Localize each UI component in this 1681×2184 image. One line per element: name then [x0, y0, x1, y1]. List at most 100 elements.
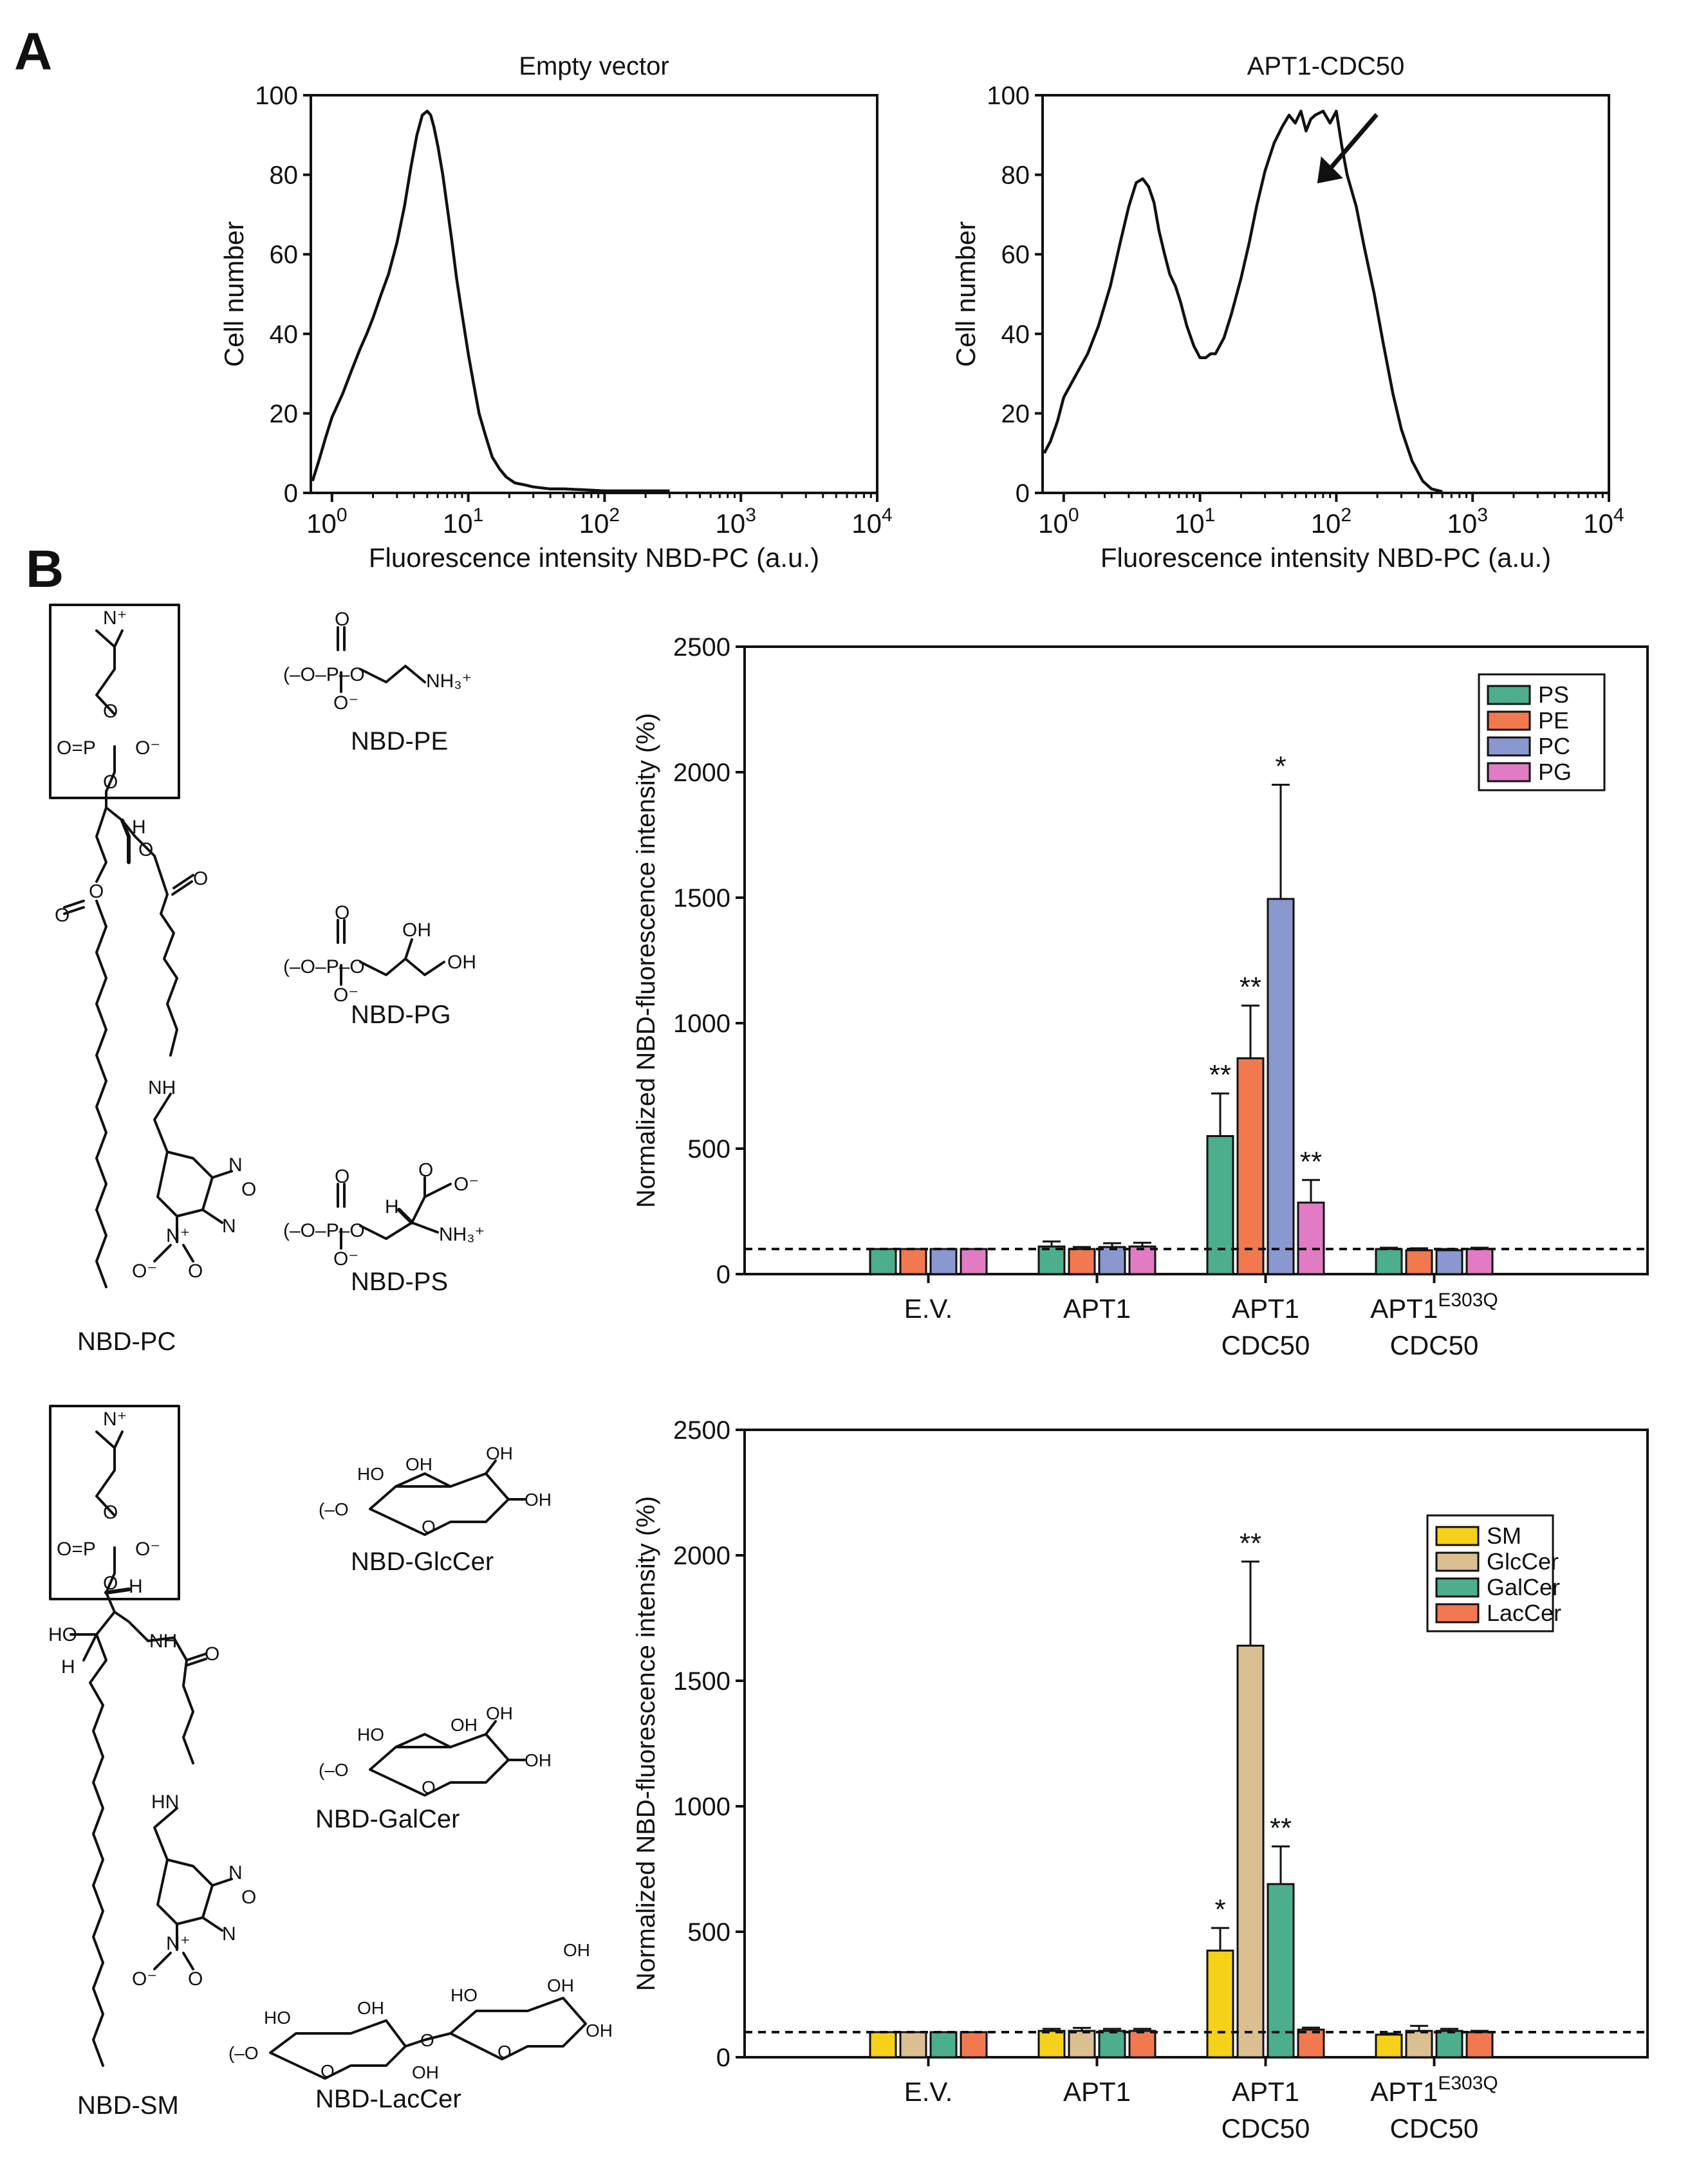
- ps-o-top: O: [335, 1166, 349, 1187]
- annotation-arrow-shaft: [1324, 113, 1379, 176]
- y-axis-label: Cell number: [219, 221, 249, 367]
- lac-ring-o2: O: [497, 2042, 512, 2062]
- nbd-pc-label: NBD-PC: [77, 1328, 176, 1356]
- pc-o-eq-p: O=P: [57, 737, 96, 759]
- y-tick-label: 2000: [673, 759, 730, 787]
- bar-pg: [1128, 1245, 1156, 1275]
- bar-pc: [1267, 898, 1295, 1275]
- pc-o5: O: [89, 881, 104, 902]
- pc-n2: N: [222, 1216, 236, 1237]
- bar-glccer: [1236, 1644, 1265, 2059]
- y-tick-label: 40: [270, 320, 299, 349]
- legend-swatch-ps: [1487, 685, 1531, 705]
- bar-pe: [899, 1248, 927, 1275]
- sm-o-eq-p: O=P: [57, 1539, 96, 1560]
- nbd-pg-structure: [337, 919, 445, 986]
- pc-nh: NH: [148, 1077, 176, 1098]
- y-tick-label: 1500: [673, 884, 730, 912]
- legend-label-sm: SM: [1487, 1522, 1521, 1549]
- lac-oh1: OH: [357, 1998, 384, 2018]
- pc-h: H: [132, 817, 146, 838]
- y-tick-label: 80: [270, 162, 299, 190]
- significance-marker: **: [1270, 1812, 1292, 1844]
- lac-oh4: OH: [563, 1940, 590, 1960]
- panel-label-a: A: [14, 23, 52, 81]
- pc-o-ring: O: [241, 1179, 256, 1200]
- glc-oh2: OH: [486, 1443, 513, 1463]
- nbd-sm-label: NBD-SM: [77, 2091, 179, 2120]
- y-tick-label: 60: [1001, 241, 1030, 269]
- y-tick-label: 0: [1016, 479, 1030, 508]
- y-tick-label: 60: [270, 241, 299, 269]
- bar-sm: [869, 2031, 897, 2059]
- plot-frame: [743, 1429, 1649, 2059]
- bar-galcer: [929, 2031, 958, 2059]
- x-tick-label: 104: [1583, 504, 1624, 539]
- bar-laccer: [1465, 2031, 1494, 2059]
- y-tick-label: 80: [1001, 162, 1030, 190]
- legend-label-galcer: GalCer: [1487, 1574, 1560, 1600]
- plot-frame: [743, 645, 1649, 1275]
- pe-head: (–O–P–O: [283, 664, 365, 685]
- x-tick-label: 103: [715, 504, 756, 539]
- pg-o-bot: O⁻: [333, 985, 358, 1006]
- bar-pc: [1098, 1246, 1126, 1275]
- legend-swatch-pe: [1487, 710, 1531, 731]
- x-tick-label: 101: [1175, 504, 1215, 539]
- legend-swatch-pg: [1487, 762, 1531, 782]
- nbd-galcer-structure: [369, 1720, 526, 1797]
- legend-label-ps: PS: [1538, 681, 1569, 708]
- gal-oh3: OH: [525, 1750, 552, 1770]
- legend-swatch-laccer: [1435, 1603, 1480, 1624]
- sm-n2: N: [222, 1923, 236, 1945]
- sm-o-minus: O⁻: [135, 1539, 160, 1560]
- lac-oh5: OH: [586, 2021, 613, 2041]
- x-tick-label: E.V.: [904, 2077, 953, 2107]
- y-tick-label: 40: [1001, 320, 1030, 349]
- nbd-laccer-structure: [269, 1997, 587, 2080]
- nbd-galcer-label: NBD-GalCer: [315, 1805, 460, 1833]
- x-tick-label: APT1: [1063, 2077, 1131, 2107]
- y-tick-label: 0: [716, 1261, 730, 1289]
- legend-label-pc: PC: [1538, 733, 1570, 759]
- bar-laccer: [960, 2031, 988, 2059]
- x-tick-label: 102: [579, 504, 620, 539]
- bar-pe: [1236, 1057, 1265, 1275]
- sm-no2-n: N⁺: [166, 1933, 190, 1954]
- ps-coo: O⁻: [454, 1174, 479, 1195]
- bar-galcer: [1435, 2030, 1463, 2059]
- y-axis-label: Normalized NBD-fluorescence intensity (%…: [632, 713, 660, 1208]
- legend-swatch-pc: [1487, 736, 1531, 757]
- lac-bridge: O: [420, 2030, 434, 2050]
- bar-laccer: [1297, 2028, 1325, 2059]
- y-tick-label: 0: [284, 479, 298, 508]
- y-axis-label: Cell number: [951, 221, 981, 367]
- y-tick-label: 2500: [673, 633, 730, 662]
- ps-o-acid: O: [418, 1160, 433, 1181]
- legend-swatch-glccer: [1435, 1551, 1480, 1572]
- pc-n-plus: N⁺: [103, 607, 127, 629]
- legend-swatch-galcer: [1435, 1577, 1480, 1598]
- gal-ring-o: O: [422, 1777, 436, 1797]
- pe-o-bot: O⁻: [333, 692, 358, 714]
- significance-marker: **: [1240, 1528, 1261, 1559]
- gal-ho: HO: [357, 1725, 384, 1744]
- y-tick-label: 500: [687, 1135, 730, 1163]
- pc-o2: O: [103, 772, 118, 793]
- x-tick-label: 101: [443, 504, 483, 539]
- bar-ps: [1037, 1245, 1066, 1275]
- lac-oh3: OH: [547, 1976, 574, 1995]
- bar-pc: [1435, 1249, 1463, 1275]
- chart-title: Empty vector: [519, 52, 669, 80]
- sm-nh: NH: [149, 1631, 177, 1652]
- bar-laccer: [1128, 2030, 1156, 2059]
- bar-pg: [960, 1248, 988, 1275]
- x-axis-label: Fluorescence intensity NBD-PC (a.u.): [369, 542, 819, 573]
- pc-no2-o2: O: [188, 1261, 203, 1282]
- histogram-curve: [1043, 109, 1443, 494]
- panel-label-b: B: [26, 540, 64, 598]
- bar-galcer: [1098, 2030, 1126, 2059]
- pc-o-minus: O⁻: [135, 737, 160, 759]
- nbd-ps-structure: [337, 1176, 452, 1250]
- pc-n1: N: [228, 1154, 243, 1176]
